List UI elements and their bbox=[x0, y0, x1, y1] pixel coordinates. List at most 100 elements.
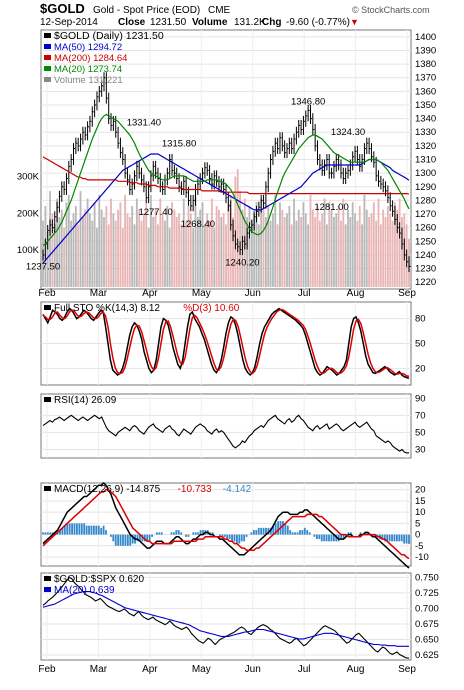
volume-bar bbox=[206, 213, 209, 287]
macd-histogram-bar bbox=[320, 534, 323, 542]
macd-histogram-bar bbox=[388, 534, 391, 542]
macd-histogram-bar bbox=[66, 523, 69, 535]
volume-bar bbox=[53, 224, 56, 287]
volume-bar bbox=[293, 198, 295, 287]
ratio-ytick-label: 0.700 bbox=[415, 603, 439, 614]
volume-bar bbox=[372, 202, 375, 287]
volume-bar bbox=[281, 209, 284, 287]
volume-bar bbox=[347, 209, 349, 287]
price-annotation: 1237.50 bbox=[26, 261, 60, 272]
volume-bar bbox=[356, 220, 359, 287]
legend-label: -10.733 bbox=[178, 484, 212, 495]
macd-histogram-bar bbox=[93, 525, 95, 535]
macd-histogram-bar bbox=[325, 534, 328, 542]
price-ytick-label: 1230 bbox=[415, 264, 436, 275]
volume-bar bbox=[335, 213, 338, 287]
macd-histogram-bar bbox=[59, 530, 61, 535]
volume-tick-label: 300K bbox=[17, 171, 40, 182]
volume-bar bbox=[119, 202, 122, 287]
legend-label: MA(20) 1273.74 bbox=[54, 64, 122, 75]
macd-histogram-bar bbox=[330, 534, 333, 542]
volume-bar bbox=[361, 224, 363, 287]
volume-bar bbox=[112, 213, 115, 287]
volume-bar bbox=[218, 209, 220, 287]
macd-histogram-bar bbox=[223, 534, 226, 537]
legend-label: Volume 131,221 bbox=[54, 75, 123, 86]
volume-bar bbox=[394, 202, 396, 287]
macd-histogram-bar bbox=[376, 534, 379, 537]
macd-histogram-bar bbox=[194, 532, 197, 535]
macd-histogram-bar bbox=[180, 532, 183, 535]
volume-bar bbox=[168, 228, 171, 287]
macd-histogram-bar bbox=[272, 525, 275, 535]
volume-bar bbox=[121, 228, 124, 287]
x-axis-month-label: Jul bbox=[298, 664, 311, 675]
header-chg-arrow: ▼ bbox=[350, 17, 359, 27]
x-axis-month-label: Sep bbox=[398, 664, 416, 675]
legend-swatch bbox=[44, 397, 51, 402]
macd-histogram-bar bbox=[315, 534, 318, 540]
macd-histogram-bar bbox=[236, 534, 238, 544]
volume-bar bbox=[314, 217, 317, 287]
volume-bar bbox=[279, 202, 281, 287]
price-annotation: 1331.40 bbox=[127, 117, 161, 128]
macd-histogram-bar bbox=[51, 532, 54, 535]
volume-bar bbox=[185, 220, 188, 287]
x-axis-month-label: May bbox=[192, 664, 211, 675]
volume-bar bbox=[150, 194, 152, 287]
macd-histogram-bar bbox=[408, 534, 410, 544]
rsi-ytick-label: 70 bbox=[415, 410, 426, 421]
volume-bar bbox=[161, 213, 164, 287]
volume-bar bbox=[318, 220, 321, 287]
volume-bar bbox=[93, 202, 96, 287]
volume-bar bbox=[164, 220, 166, 287]
volume-bar bbox=[321, 213, 324, 287]
ratio-ytick-label: 0.625 bbox=[415, 650, 439, 661]
stochastic-ytick-label: 50 bbox=[415, 339, 426, 350]
volume-bar bbox=[396, 209, 399, 287]
x-axis-month-label: Jul bbox=[298, 288, 311, 299]
volume-bar bbox=[135, 198, 138, 287]
price-ytick-label: 1360 bbox=[415, 86, 436, 97]
volume-bar bbox=[96, 228, 98, 287]
macd-histogram-bar bbox=[139, 534, 141, 542]
macd-histogram-bar bbox=[359, 532, 362, 535]
macd-histogram-bar bbox=[284, 523, 287, 535]
macd-ytick-label: 20 bbox=[415, 485, 426, 496]
macd-histogram-bar bbox=[323, 534, 326, 542]
volume-bar bbox=[389, 213, 392, 287]
volume-bar bbox=[154, 209, 157, 287]
macd-histogram-bar bbox=[306, 530, 309, 535]
volume-bar bbox=[337, 205, 340, 287]
macd-histogram-bar bbox=[243, 534, 246, 542]
volume-bar bbox=[213, 228, 216, 287]
macd-histogram-bar bbox=[146, 534, 149, 542]
macd-histogram-bar bbox=[286, 525, 289, 535]
macd-histogram-bar bbox=[143, 534, 146, 542]
legend-label: $GOLD:$SPX 0.620 bbox=[54, 574, 144, 585]
volume-bar bbox=[203, 224, 206, 287]
volume-bar bbox=[283, 217, 286, 287]
x-axis-month-label: May bbox=[192, 288, 211, 299]
x-axis-month-label: Jun bbox=[245, 288, 261, 299]
volume-bar bbox=[302, 202, 305, 287]
macd-histogram-bar bbox=[395, 534, 398, 542]
volume-bar bbox=[382, 209, 385, 287]
volume-bar bbox=[401, 217, 403, 287]
volume-bar bbox=[370, 213, 373, 287]
legend-swatch bbox=[44, 576, 51, 581]
macd-histogram-bar bbox=[332, 534, 335, 542]
volume-bar bbox=[58, 217, 61, 287]
price-panel: 1220 1230 1240 1250 1260 1270 1280 1290 1300 1310… bbox=[17, 29, 436, 290]
volume-bar bbox=[182, 198, 185, 287]
macd-histogram-bar bbox=[187, 534, 190, 537]
volume-bar bbox=[192, 228, 195, 287]
macd-histogram-bar bbox=[267, 527, 270, 535]
volume-bar bbox=[91, 220, 94, 287]
macd-histogram-bar bbox=[119, 534, 122, 546]
macd-histogram-bar bbox=[42, 532, 44, 535]
volume-bar bbox=[386, 205, 389, 287]
header-volume-value: 131.2K bbox=[234, 17, 266, 28]
header-symbol: $GOLD bbox=[40, 1, 85, 16]
